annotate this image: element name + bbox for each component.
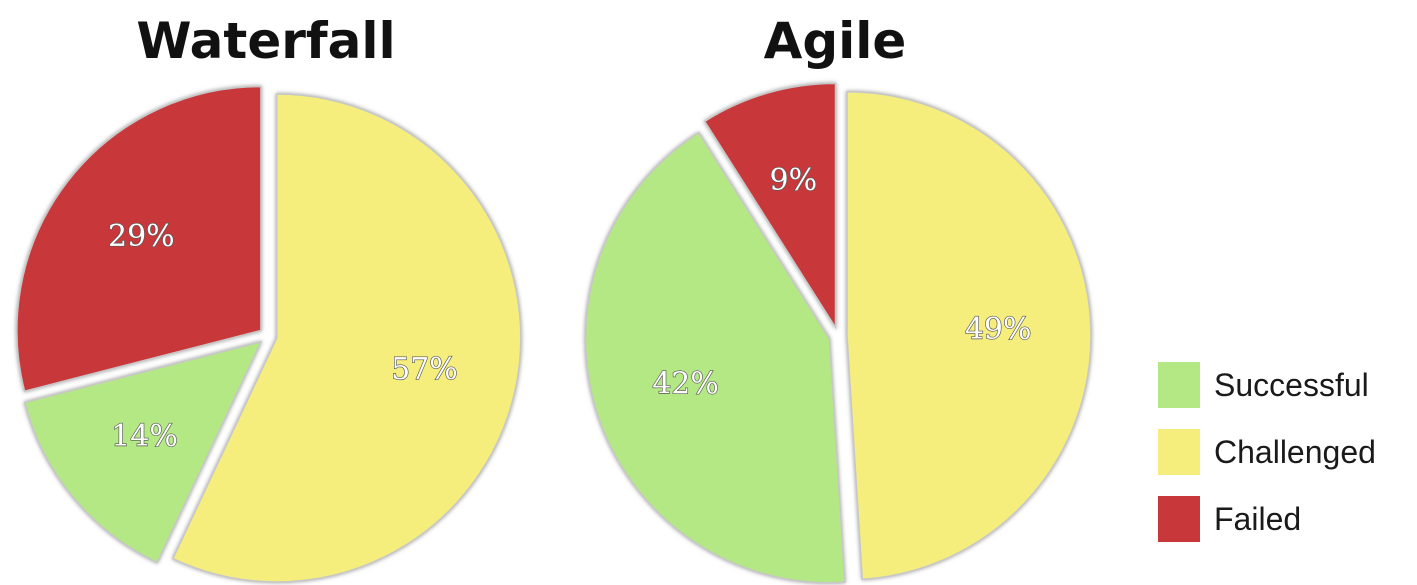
legend-swatch-failed <box>1158 496 1200 542</box>
waterfall-slice-labels: 57% 14% 29% <box>107 218 458 455</box>
waterfall-slice-successful <box>23 340 263 564</box>
waterfall-label-challenged: 57% <box>391 352 458 387</box>
agile-slice-labels: 49% 42% 9% <box>652 162 1033 402</box>
waterfall-title: Waterfall <box>136 12 395 70</box>
agile-label-successful: 42% <box>652 367 719 402</box>
legend-swatch-challenged <box>1158 429 1200 475</box>
waterfall-pie: Waterfall 57% 14% 29% <box>16 12 522 583</box>
waterfall-label-successful: 14% <box>111 419 178 454</box>
agile-pie: Agile 49% 42% 9% <box>584 12 1092 584</box>
waterfall-label-failed: 29% <box>108 219 175 254</box>
agile-slices <box>584 82 1092 584</box>
agile-label-failed: 9% <box>769 163 817 198</box>
agile-slice-failed <box>703 82 837 330</box>
legend-label-challenged: Challenged <box>1214 434 1376 470</box>
legend-label-failed: Failed <box>1214 501 1301 537</box>
legend: Successful Challenged Failed <box>1158 362 1376 542</box>
waterfall-slice-failed <box>16 85 262 393</box>
agile-slice-successful <box>584 131 846 584</box>
legend-label-successful: Successful <box>1214 367 1369 403</box>
waterfall-slices <box>16 85 522 583</box>
legend-swatch-successful <box>1158 362 1200 408</box>
agile-slice-challenged <box>846 90 1092 581</box>
agile-label-challenged: 49% <box>965 312 1032 347</box>
waterfall-slice-challenged <box>171 93 522 583</box>
agile-title: Agile <box>764 12 907 70</box>
